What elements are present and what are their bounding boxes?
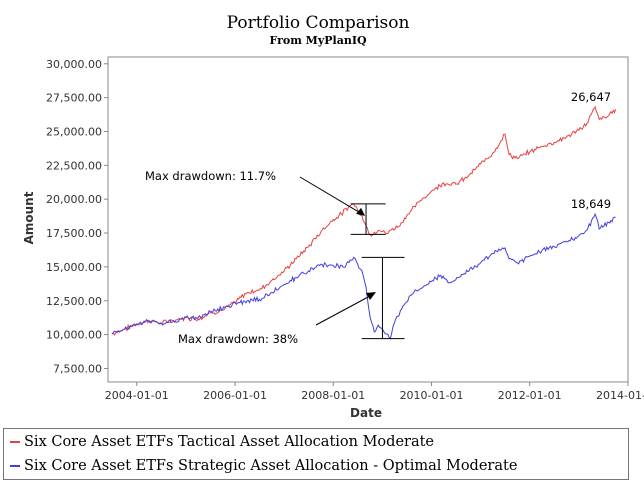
x-tick-label: 2008-01-01: [301, 389, 365, 402]
y-tick-label: 22,500.00: [46, 159, 102, 172]
x-tick-label: 2004-01-01: [105, 389, 169, 402]
y-tick-label: 15,000.00: [46, 261, 102, 274]
chart-title: Portfolio Comparison: [227, 13, 410, 33]
x-axis-label: Date: [350, 406, 382, 420]
y-tick-label: 27,500.00: [46, 92, 102, 105]
y-tick-label: 10,000.00: [46, 329, 102, 342]
legend-label-tactical: Six Core Asset ETFs Tactical Asset Alloc…: [24, 434, 435, 450]
y-tick-label: 25,000.00: [46, 125, 102, 138]
series-line-1: [111, 106, 617, 336]
chart-subtitle: From MyPlanIQ: [269, 34, 367, 47]
drawdown-2-label: Max drawdown: 38%: [178, 332, 298, 346]
y-tick-label: 7,500.00: [53, 362, 102, 375]
series-1-end-label: 26,647: [571, 90, 611, 104]
annotation-layer: Max drawdown: 11.7% Max drawdown: 38%: [145, 169, 405, 346]
y-tick-label: 17,500.00: [46, 227, 102, 240]
legend-item-strategic: Six Core Asset ETFs Strategic Asset Allo…: [10, 455, 517, 477]
drawdown-1-arrowhead: [356, 207, 366, 216]
drawdown-2-arrowhead: [366, 292, 376, 300]
x-tick-label: 2006-01-01: [203, 389, 267, 402]
series-2-end-label: 18,649: [571, 197, 611, 211]
chart-legend: Six Core Asset ETFs Tactical Asset Alloc…: [3, 428, 629, 480]
y-axis: 7,500.00 10,000.00 12,500.00 15,000.00 17,50…: [46, 58, 108, 375]
drawdown-1-pointer: [299, 176, 363, 215]
x-tick-label: 2010-01-01: [400, 389, 464, 402]
drawdown-2-pointer: [315, 295, 371, 326]
x-tick-label: 2014-01-01: [596, 389, 644, 402]
y-axis-label: Amount: [22, 191, 36, 244]
drawdown-1-label: Max drawdown: 11.7%: [145, 169, 276, 183]
plot-area: [107, 56, 629, 383]
x-axis: 2004-01-01 2006-01-01 2008-01-01 2010-01-01…: [105, 382, 644, 402]
x-tick-label: 2012-01-01: [498, 389, 562, 402]
legend-swatch-strategic: [10, 465, 20, 467]
legend-label-strategic: Six Core Asset ETFs Strategic Asset Allo…: [24, 458, 518, 474]
legend-item-tactical: Six Core Asset ETFs Tactical Asset Alloc…: [10, 431, 434, 453]
plot-frame: [107, 56, 629, 383]
y-tick-label: 20,000.00: [46, 193, 102, 206]
series-layer: [111, 106, 617, 340]
legend-swatch-tactical: [10, 441, 20, 443]
y-tick-label: 30,000.00: [46, 58, 102, 71]
series-line-2: [111, 212, 616, 340]
y-tick-label: 12,500.00: [46, 295, 102, 308]
